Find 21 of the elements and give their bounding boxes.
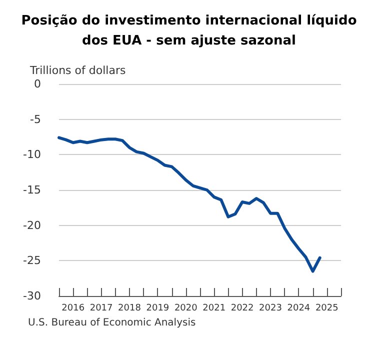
chart-title: Posição do investimento internacional líquido dos EUA - sem ajuste sazonal: [21, 14, 357, 48]
line-series: [58, 136, 322, 273]
x-tick-label: 2021: [202, 304, 226, 314]
x-tick-label: 2025: [315, 304, 338, 314]
x-tick-label: 2022: [230, 304, 254, 314]
x-tick-label: 2018: [118, 304, 142, 314]
y-tick-label: -15: [23, 184, 41, 196]
x-tick-label: 2023: [259, 304, 282, 314]
x-tick-label: 2024: [287, 304, 310, 314]
x-tick-label: 2016: [62, 304, 85, 314]
x-tick-label: 2020: [174, 304, 198, 314]
y-tick-label: -10: [23, 148, 41, 162]
y-tick-label: -25: [23, 254, 41, 268]
y-tick-label: 0: [34, 78, 41, 90]
text: U.S. Bureau of Economic Analysis: [28, 318, 196, 328]
y-axis-title: Trillions of dollars: [29, 64, 126, 77]
x-tick-label: 2019: [146, 304, 170, 314]
x-tick-label: 2017: [90, 304, 113, 314]
y-tick-label: -5: [30, 112, 41, 126]
y-tick-label: -30: [23, 290, 41, 302]
y-tick-label: -20: [23, 218, 41, 232]
